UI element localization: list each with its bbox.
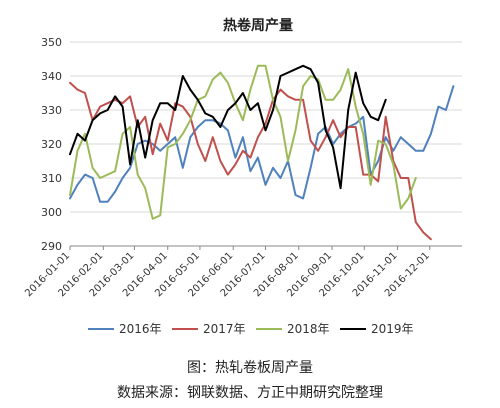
x-axis: 2016-01-012016-02-012016-03-012016-04-01…	[23, 245, 462, 299]
legend-label: 2016年	[119, 322, 162, 336]
y-tick-label: 330	[41, 104, 62, 117]
legend-label: 2017年	[203, 322, 246, 336]
y-tick-label: 320	[41, 138, 62, 151]
figure-caption: 图：热轧卷板周产量	[187, 360, 313, 376]
series-line-3	[69, 64, 417, 220]
y-tick-label: 340	[41, 70, 62, 83]
legend-label: 2018年	[287, 322, 330, 336]
legend-label: 2019年	[371, 322, 414, 336]
y-axis: 290 300 310 320 330 340 350	[41, 36, 62, 253]
series-line-2	[69, 81, 432, 241]
y-tick-label: 290	[41, 240, 62, 253]
series-layer	[69, 64, 455, 241]
chart-title: 热卷周产量	[223, 17, 293, 34]
y-tick-label: 310	[41, 172, 62, 185]
series-line-4	[69, 64, 387, 190]
y-tick-label: 350	[41, 36, 62, 49]
grid-layer	[70, 41, 462, 247]
y-tick-label: 300	[41, 206, 62, 219]
legend: 2016年 2017年 2018年 2019年	[88, 322, 414, 336]
source-caption: 数据来源：钢联数据、方正中期研究院整理	[117, 385, 383, 401]
